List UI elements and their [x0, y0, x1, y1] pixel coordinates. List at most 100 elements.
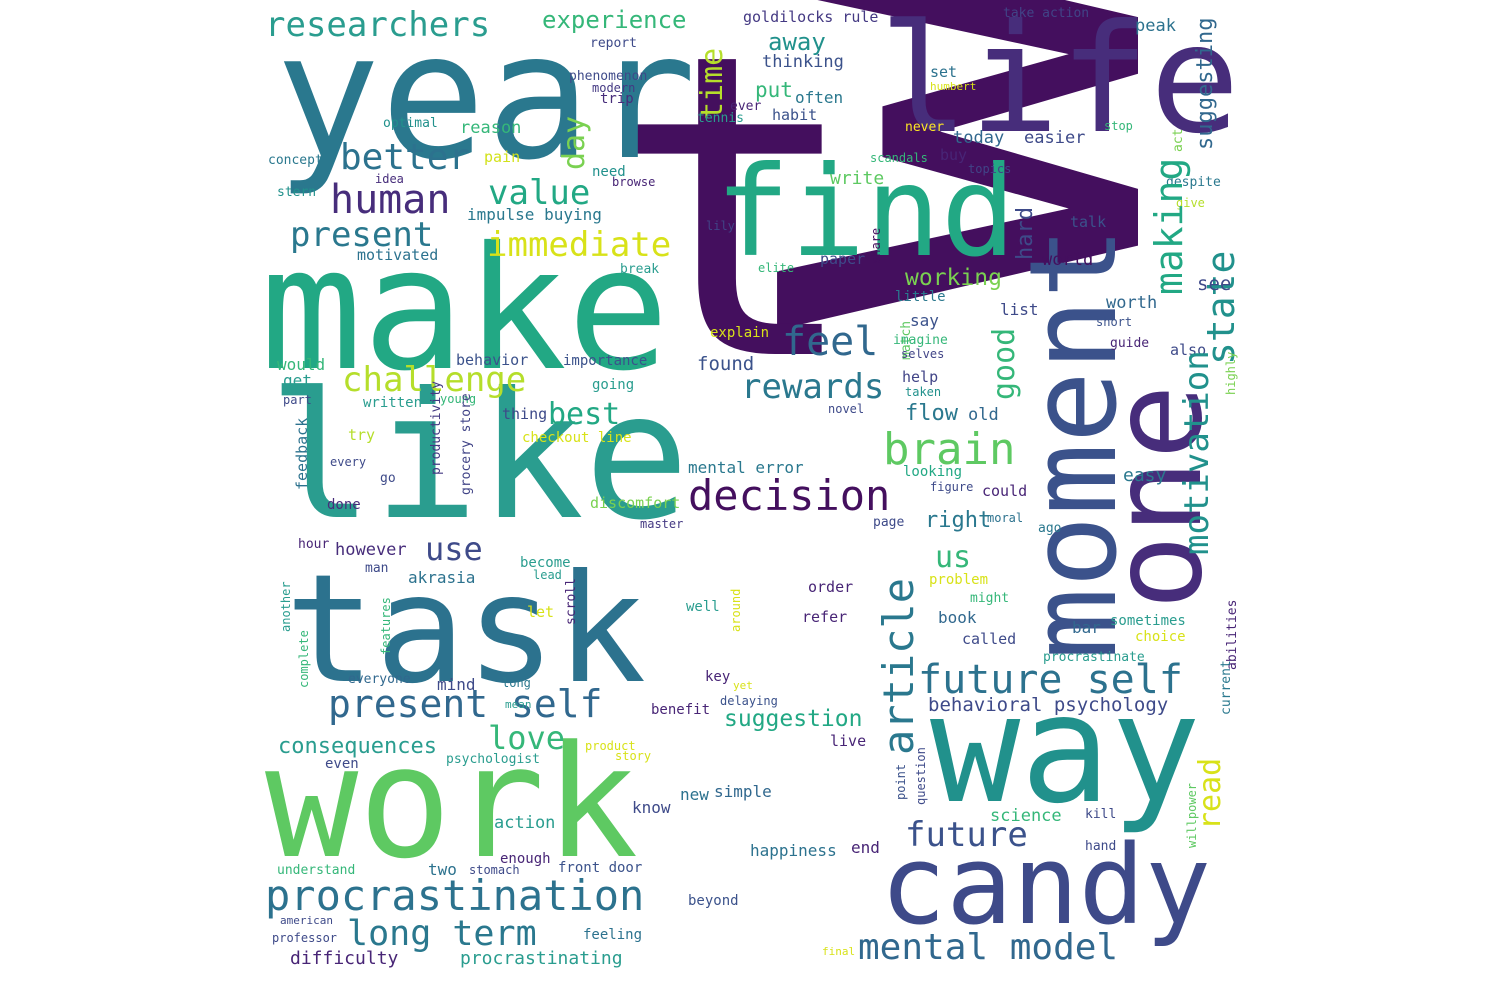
- word-list: list: [1000, 300, 1039, 319]
- word-year: year: [275, 0, 697, 199]
- word-suggesting: suggesting: [1193, 17, 1218, 150]
- word-researchers: researchers: [265, 5, 491, 45]
- word-feel: feel: [782, 319, 879, 365]
- word-long: long: [502, 676, 531, 690]
- word-t: t: [610, 0, 863, 454]
- word-hard: hard: [1013, 207, 1038, 260]
- word-need: need: [592, 164, 626, 180]
- word-us: us: [935, 540, 972, 575]
- word-around: around: [729, 588, 743, 632]
- word-away: away: [768, 28, 826, 56]
- word-master: master: [640, 517, 684, 531]
- word-easy: easy: [1123, 465, 1167, 486]
- word-stern: stern: [277, 185, 317, 200]
- word-give: give: [1176, 196, 1205, 210]
- word-trip: trip: [600, 91, 634, 107]
- word-problem: problem: [929, 572, 989, 588]
- word-topics: topics: [968, 162, 1012, 176]
- word-share: share: [869, 227, 883, 264]
- word-use: use: [425, 530, 483, 568]
- word-found: found: [697, 353, 755, 375]
- word-make: make: [260, 211, 670, 409]
- word-decision: decision: [688, 471, 891, 520]
- word-new: new: [680, 785, 709, 804]
- word-science: science: [990, 806, 1062, 826]
- word-final: final: [822, 945, 856, 958]
- word-young: young: [440, 392, 477, 406]
- word-long-term: long term: [347, 914, 537, 954]
- word-reason: reason: [460, 118, 522, 138]
- word-better: better: [340, 137, 471, 178]
- word-mental-model: mental model: [858, 927, 1119, 968]
- word-also: also: [1170, 341, 1207, 359]
- word-imagine: imagine: [893, 333, 948, 348]
- word-right: right: [925, 508, 992, 533]
- word-set: set: [930, 63, 958, 81]
- word-even: even: [325, 756, 359, 772]
- word-would: would: [277, 355, 326, 374]
- word-candy: candy: [880, 821, 1212, 949]
- word-simple: simple: [714, 782, 772, 801]
- word-modern: modern: [592, 81, 636, 95]
- word-stomach: stomach: [469, 863, 520, 877]
- word-kill: kill: [1085, 807, 1117, 822]
- word-point: point: [894, 763, 908, 800]
- word-find: find: [715, 140, 1017, 285]
- word-another: another: [279, 581, 293, 632]
- word-brain: brain: [883, 424, 1016, 475]
- word-called: called: [962, 630, 1017, 648]
- word-talk: talk: [1070, 213, 1107, 231]
- word-become: become: [520, 555, 571, 571]
- word-features: features: [379, 597, 393, 655]
- word-peak: peak: [1135, 16, 1176, 36]
- word-akrasia: akrasia: [408, 568, 476, 587]
- word-taken: taken: [905, 385, 942, 399]
- word-present-self: present self: [328, 682, 603, 726]
- word-way: way: [930, 663, 1201, 837]
- word-willpower: willpower: [1185, 782, 1199, 848]
- word-motivation: motivation: [1177, 350, 1217, 555]
- word-flow: flow: [905, 401, 958, 426]
- word-behavior: behavior: [456, 351, 529, 369]
- word-scandals: scandals: [870, 151, 928, 165]
- word-old: old: [968, 405, 999, 425]
- word-psychologist: psychologist: [446, 752, 540, 767]
- word-browse: browse: [612, 175, 656, 189]
- word-refer: refer: [802, 608, 848, 626]
- word-ago: ago: [1038, 521, 1062, 536]
- word-productivity: productivity: [429, 381, 444, 475]
- word-consequences: consequences: [278, 734, 437, 759]
- word-sometimes: sometimes: [1110, 613, 1186, 629]
- word-day: day: [557, 115, 592, 170]
- word-impulse-buying: impulse buying: [467, 205, 602, 224]
- word-hand: hand: [1085, 839, 1117, 854]
- word-discomfort: discomfort: [590, 494, 681, 512]
- word-good: good: [987, 327, 1022, 400]
- word-key: key: [705, 669, 731, 685]
- word-try: try: [348, 426, 376, 444]
- word-human: human: [330, 177, 451, 223]
- word-experience: experience: [542, 6, 687, 34]
- word-product: product: [585, 739, 636, 753]
- word-front-door: front door: [558, 860, 643, 876]
- word-looking: looking: [903, 464, 963, 480]
- word-humbert: humbert: [930, 80, 977, 93]
- word-get: get: [283, 371, 312, 390]
- word-short: short: [1096, 315, 1133, 329]
- word-let: let: [527, 603, 555, 621]
- word-done: done: [327, 497, 361, 513]
- word-despite: despite: [1166, 175, 1221, 190]
- word-buy: buy: [940, 146, 968, 164]
- word-future: future: [905, 815, 1028, 855]
- word-well: well: [686, 599, 720, 615]
- word-act: act: [1171, 128, 1186, 152]
- word-current: current: [1219, 660, 1234, 715]
- word-mental-error: mental error: [688, 458, 804, 477]
- word-worth: worth: [1106, 293, 1158, 313]
- word-procrastination: procrastination: [265, 871, 645, 920]
- word-american: american: [280, 914, 333, 927]
- word-mind: mind: [437, 675, 476, 694]
- word-motivated: motivated: [357, 246, 439, 264]
- word-story: story: [615, 749, 652, 763]
